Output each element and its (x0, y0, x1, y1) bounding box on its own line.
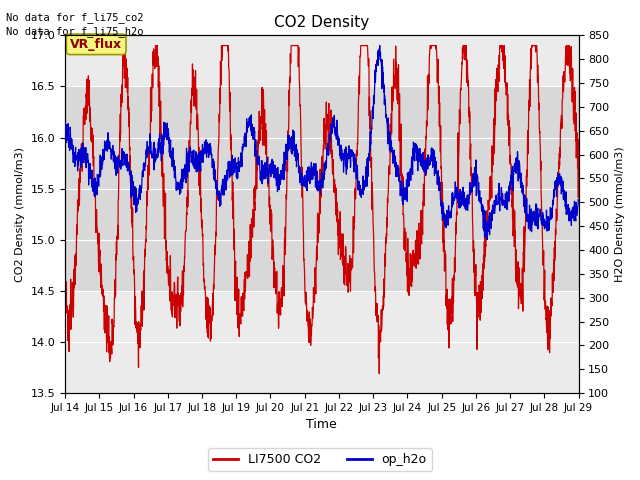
X-axis label: Time: Time (307, 419, 337, 432)
Text: No data for f_li75_h2o: No data for f_li75_h2o (6, 26, 144, 37)
Y-axis label: CO2 Density (mmol/m3): CO2 Density (mmol/m3) (15, 147, 25, 282)
Y-axis label: H2O Density (mmol/m3): H2O Density (mmol/m3) (615, 146, 625, 282)
Text: No data for f_li75_co2: No data for f_li75_co2 (6, 12, 144, 23)
Bar (65, 86, 579, 291)
Text: VR_flux: VR_flux (70, 38, 122, 51)
Title: CO2 Density: CO2 Density (274, 15, 369, 30)
Legend: LI7500 CO2, op_h2o: LI7500 CO2, op_h2o (209, 448, 431, 471)
